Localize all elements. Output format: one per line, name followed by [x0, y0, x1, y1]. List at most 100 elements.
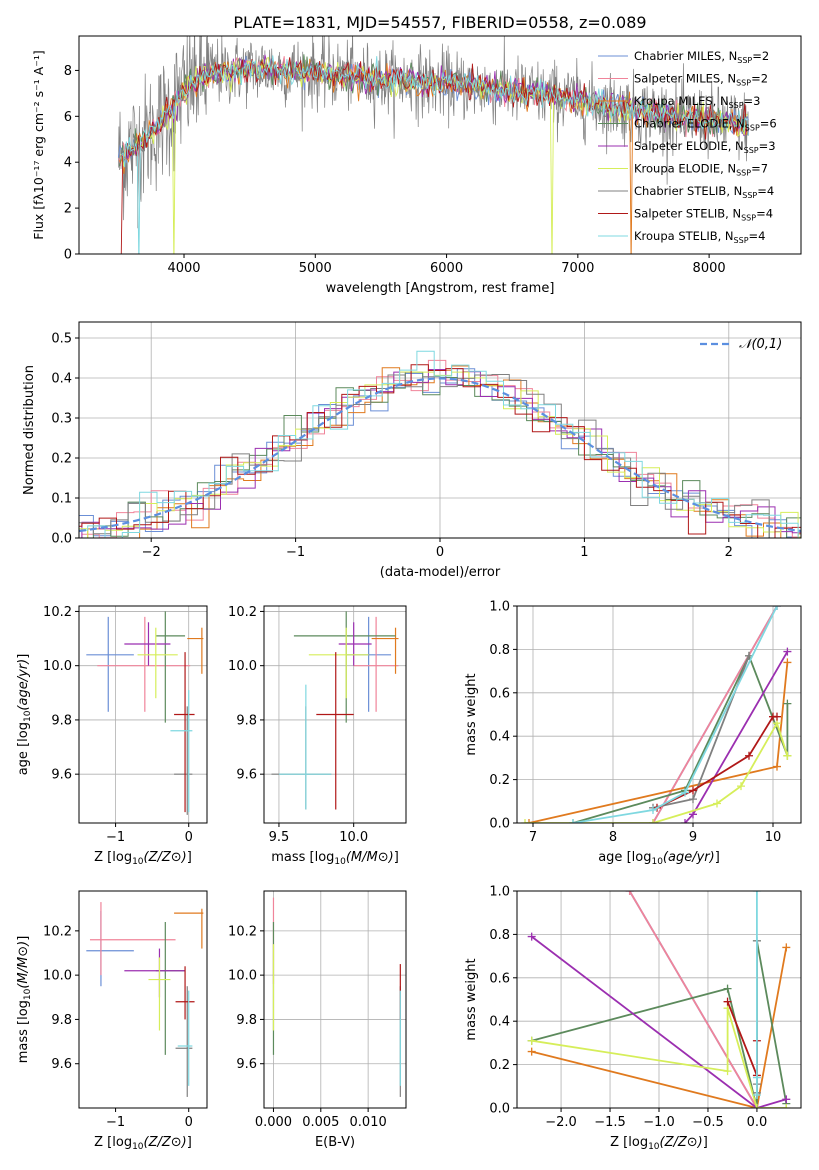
point-salpeter-stelib — [175, 966, 195, 1020]
weight-marker — [752, 1073, 761, 1082]
point-kroupa-stelib — [177, 990, 193, 1086]
y-axis-label: Normed distribution — [22, 365, 37, 495]
x-tick-label: 0 — [185, 830, 193, 845]
x-tick-label: −1.0 — [643, 1115, 675, 1130]
y-tick-label: 2 — [64, 202, 72, 217]
weight-marker — [723, 1067, 732, 1076]
y-axis-label: Flux [fλ10⁻¹⁷ erg cm⁻² s⁻¹ A⁻¹] — [31, 50, 46, 239]
panel-weight-vs-Z: −2.0 −1.5 −1.0 −0.5 0.0 0.0 0.2 0.4 0.6 0.8 1.0 Z [… — [464, 885, 802, 1152]
y-tick-label: 4 — [64, 156, 72, 171]
y-tick-label: 9.6 — [236, 1057, 257, 1072]
x-tick-label: −1 — [286, 545, 305, 560]
legend-label: Chabrier STELIB, NSSP=4 — [634, 184, 774, 200]
panel-residuals: −2 −1 0 1 2 0.0 0.1 0.2 0.3 0.4 0.5 (data-model)/er… — [22, 321, 802, 580]
y-tick-label: 10.2 — [228, 605, 257, 620]
figure-title: PLATE=1831, MJD=54557, FIBERID=0558, z=0… — [233, 13, 646, 32]
legend-label: Kroupa STELIB, NSSP=4 — [634, 229, 765, 245]
legend-label: Salpeter MILES, NSSP=2 — [634, 72, 768, 88]
panel-mass-vs-Z: −1 0 9.6 9.8 10.0 10.2 Z [log10(Z/Z⊙)] mass [lo… — [16, 890, 208, 1152]
y-tick-label: 0.5 — [51, 332, 72, 347]
model-spectrum-salpeter-stelib — [120, 57, 749, 254]
x-axis-label: age [log10(age/yr)] — [598, 850, 720, 867]
point-chabrier-miles — [86, 616, 134, 712]
x-axis-label: Z [log10(Z/Z⊙)] — [94, 1135, 192, 1152]
plot-area-spectrum — [117, 36, 749, 254]
point-kroupa-elodie — [308, 627, 369, 699]
x-tick-label: 7 — [529, 830, 537, 845]
y-axis-label: age [log10(age/yr)] — [16, 654, 33, 776]
y-tick-label: 10.2 — [43, 924, 72, 939]
x-tick-label: −2.0 — [545, 1115, 577, 1130]
weight-marker — [527, 1047, 536, 1056]
x-tick-label: −2 — [142, 545, 161, 560]
weight-marker — [783, 658, 792, 667]
point-salpeter-elodie — [124, 948, 186, 998]
y-tick-label: 9.6 — [51, 768, 72, 783]
normal-curve — [79, 377, 801, 533]
point-kroupa-elodie — [137, 627, 178, 699]
y-tick-label: 8 — [64, 64, 72, 79]
x-axis-label: E(B-V) — [315, 1135, 355, 1150]
point-salpeter-stelib — [316, 652, 354, 810]
weight-marker — [713, 799, 721, 808]
x-tick-label: 0.000 — [255, 1115, 292, 1130]
point-salpeter-stelib — [174, 652, 195, 813]
point-kroupa-miles — [174, 908, 204, 949]
point-kroupa-stelib — [278, 684, 332, 810]
weight-marker — [521, 819, 529, 823]
y-tick-label: 0.2 — [489, 1058, 510, 1073]
x-tick-label: 0 — [436, 545, 444, 560]
point-chabrier-stelib — [175, 986, 193, 1097]
weight-series-kroupa-elodie — [521, 719, 792, 823]
weight-marker — [649, 805, 657, 814]
plot-area-weight-vs-Z — [527, 891, 791, 1108]
weight-series-kroupa-elodie — [527, 1004, 791, 1108]
weight-marker — [782, 1104, 791, 1108]
y-tick-label: 0.6 — [489, 686, 510, 701]
x-tick-label: 5000 — [299, 261, 332, 276]
y-tick-label: 10.0 — [43, 969, 72, 984]
x-tick-label: −1.5 — [594, 1115, 626, 1130]
hist-kroupa-miles — [79, 365, 801, 538]
y-tick-label: 10.2 — [228, 924, 257, 939]
y-tick-label: 1.0 — [489, 885, 510, 900]
legend-spectrum: Chabrier MILES, NSSP=2 Salpeter MILES, NS… — [598, 49, 777, 245]
weight-series-kroupa-stelib — [752, 891, 761, 1099]
hist-chabrier-stelib — [79, 374, 801, 538]
weight-marker — [681, 788, 689, 797]
x-tick-label: 10 — [765, 830, 782, 845]
x-tick-label: 9.5 — [269, 830, 290, 845]
x-tick-label: −1 — [106, 1115, 125, 1130]
y-tick-label: 0.4 — [51, 372, 72, 387]
axes-frame — [516, 605, 802, 824]
weight-series-salpeter-elodie — [681, 647, 792, 823]
axes-frame — [78, 605, 208, 824]
model-spectrum-kroupa-elodie — [119, 56, 748, 254]
point-kroupa-elodie — [148, 957, 171, 1031]
y-tick-label: 0.6 — [489, 971, 510, 986]
y-tick-label: 0.0 — [51, 532, 72, 547]
point-kroupa-stelib — [170, 690, 193, 813]
y-tick-label: 1.0 — [489, 600, 510, 615]
weight-marker — [783, 699, 792, 708]
weight-series-salpeter-miles — [649, 606, 781, 823]
point-salpeter-miles — [353, 616, 399, 712]
weight-marker — [525, 819, 533, 823]
y-axis-label: mass weight — [464, 673, 479, 755]
x-tick-label: 1 — [580, 545, 588, 560]
plot-area-mass-vs-Z — [86, 902, 204, 1097]
weight-series-kroupa-miles — [525, 658, 792, 823]
y-tick-label: 10.0 — [228, 659, 257, 674]
point-chabrier-elodie — [293, 611, 396, 723]
y-tick-label: 0 — [64, 248, 72, 263]
point-chabrier-miles — [346, 616, 392, 712]
x-axis-label: Z [log10(Z/Z⊙)] — [94, 850, 192, 867]
y-tick-label: 6 — [64, 110, 72, 125]
legend-label: Kroupa MILES, NSSP=3 — [634, 94, 760, 110]
y-tick-label: 9.6 — [236, 768, 257, 783]
axes-frame — [263, 890, 407, 1109]
plot-area-mass-vs-ebv — [272, 897, 401, 1097]
y-tick-label: 0.0 — [489, 1102, 510, 1117]
x-tick-label: 0.010 — [350, 1115, 387, 1130]
legend-label: Chabrier MILES, NSSP=2 — [634, 49, 769, 65]
